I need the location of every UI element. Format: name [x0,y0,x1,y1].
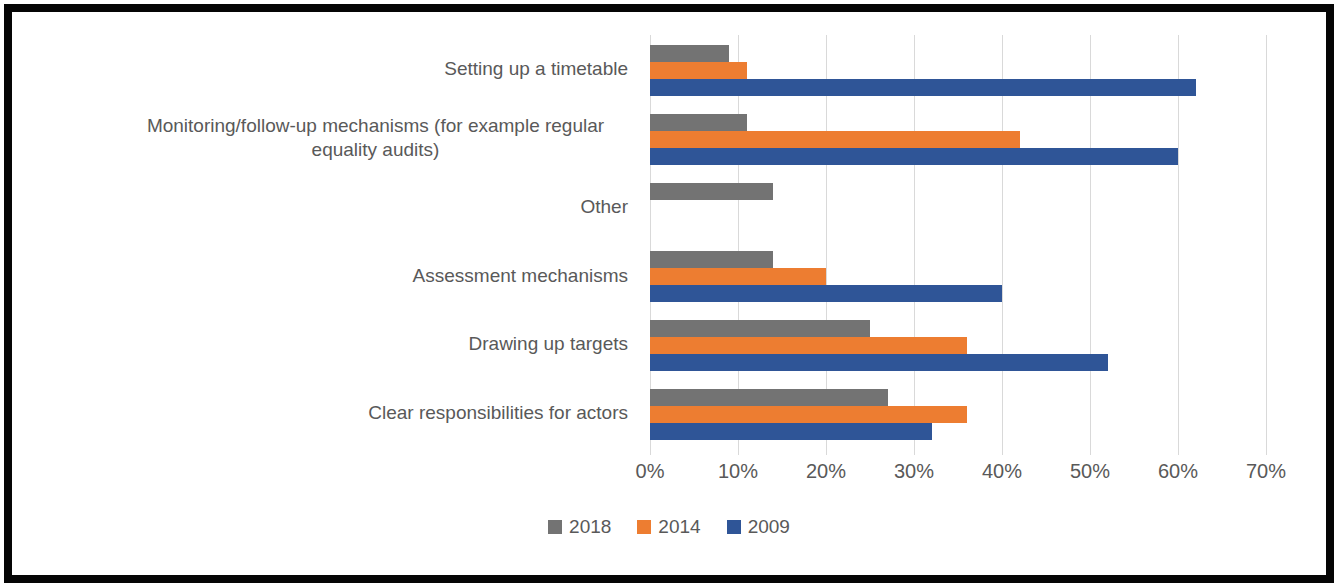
tick-mark [1178,448,1179,455]
bar-2014 [650,337,967,354]
category-label: Assessment mechanisms [12,241,650,310]
x-axis-label: 20% [806,460,846,483]
x-axis-label: 60% [1158,460,1198,483]
x-axis-label: 10% [718,460,758,483]
x-axis-ticks [650,448,1266,455]
tick-mark [914,448,915,455]
legend: 2018 2014 2009 [12,516,1326,538]
bar-group [650,35,1266,104]
x-axis-label: 40% [982,460,1022,483]
legend-swatch-icon [548,520,562,534]
bar-2018 [650,45,729,62]
bar-2009 [650,285,1002,302]
tick-mark [738,448,739,455]
bar-2009 [650,148,1178,165]
chart-body: Setting up a timetableMonitoring/follow-… [12,12,1326,448]
legend-item: 2018 [548,516,611,538]
bar-group [650,310,1266,379]
tick-mark [1090,448,1091,455]
tick-mark [826,448,827,455]
category-labels: Setting up a timetableMonitoring/follow-… [12,35,650,448]
bar-2014 [650,406,967,423]
category-label: Monitoring/follow-up mechanisms (for exa… [12,104,650,173]
x-axis-label: 70% [1246,460,1286,483]
bar-2018 [650,251,773,268]
bar-group [650,241,1266,310]
legend-swatch-icon [727,520,741,534]
category-label: Setting up a timetable [12,35,650,104]
bar-group [650,104,1266,173]
x-axis-label: 30% [894,460,934,483]
bar-2014 [650,131,1020,148]
legend-item: 2009 [727,516,790,538]
x-axis-label: 50% [1070,460,1110,483]
bar-2018 [650,389,888,406]
legend-label: 2018 [569,516,611,538]
legend-swatch-icon [637,520,651,534]
bar-2018 [650,114,747,131]
plot-area [650,35,1266,448]
bar-group [650,173,1266,242]
legend-item: 2014 [637,516,700,538]
chart-frame: Setting up a timetableMonitoring/follow-… [4,4,1334,583]
bar-2014 [650,268,826,285]
gridline [1266,35,1267,448]
tick-mark [1002,448,1003,455]
bar-2009 [650,79,1196,96]
tick-mark [650,448,651,455]
category-label: Drawing up targets [12,310,650,379]
category-label: Other [12,173,650,242]
bar-group [650,379,1266,448]
legend-label: 2014 [658,516,700,538]
tick-mark [1266,448,1267,455]
legend-label: 2009 [748,516,790,538]
category-label: Clear responsibilities for actors [12,379,650,448]
x-axis-label: 0% [636,460,665,483]
bar-2018 [650,320,870,337]
bar-2009 [650,354,1108,371]
bar-2009 [650,423,932,440]
x-axis-labels: 0%10%20%30%40%50%60%70% [650,460,1266,488]
bar-2014 [650,62,747,79]
bar-2018 [650,183,773,200]
